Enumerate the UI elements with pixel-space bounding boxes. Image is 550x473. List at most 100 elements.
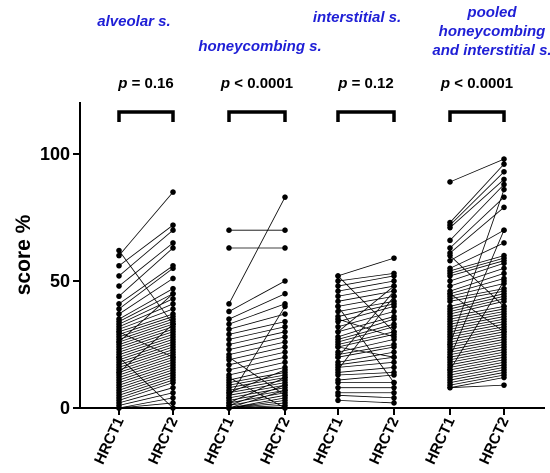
pair-line	[228, 394, 286, 406]
pair-line	[337, 374, 395, 381]
data-point-hrct1	[116, 329, 122, 335]
data-point-hrct2	[501, 303, 507, 310]
pair-line	[118, 267, 174, 310]
pair-line	[449, 283, 505, 297]
data-point-hrct1	[335, 288, 341, 294]
data-point-hrct1	[226, 354, 232, 361]
data-point-hrct1	[447, 354, 453, 361]
data-point-hrct1	[335, 344, 341, 350]
pair-line	[228, 356, 286, 371]
pair-line	[118, 316, 174, 335]
pair-line	[449, 333, 505, 345]
pair-line	[449, 344, 505, 356]
y-tick-label: 100	[40, 144, 70, 164]
data-point-hrct1	[335, 278, 341, 284]
pair-line	[118, 387, 174, 404]
pair-line	[449, 346, 505, 358]
pair-line	[118, 344, 174, 363]
data-point-hrct1	[447, 252, 453, 259]
data-point-hrct2	[501, 227, 507, 233]
pair-line	[118, 313, 174, 333]
x-tick-label: HRCT2	[366, 415, 403, 468]
pair-line	[118, 323, 174, 373]
data-point-hrct1	[335, 298, 341, 305]
pair-line	[228, 361, 286, 376]
x-tick-label: HRCT1	[201, 415, 238, 468]
data-point-hrct2	[391, 384, 397, 391]
pair-line	[449, 267, 505, 287]
pair-line	[337, 295, 395, 307]
pair-line	[337, 394, 395, 399]
data-point-hrct2	[391, 293, 397, 300]
pair-line	[228, 293, 286, 320]
data-point-hrct1	[335, 392, 341, 399]
data-point-hrct2	[391, 359, 397, 366]
pair-line	[118, 374, 174, 394]
pair-line	[118, 191, 174, 256]
data-point-hrct2	[501, 260, 507, 267]
pair-line	[449, 313, 505, 325]
pair-line	[118, 278, 174, 315]
data-point-hrct2	[282, 318, 288, 325]
data-point-hrct2	[391, 278, 397, 284]
data-point-hrct2	[282, 303, 288, 310]
pair-line	[449, 311, 505, 323]
pair-line	[118, 382, 174, 401]
pair-line	[337, 290, 395, 302]
pair-line	[449, 372, 505, 383]
data-point-hrct2	[282, 354, 288, 361]
pair-line	[228, 377, 286, 404]
pair-line	[449, 189, 505, 345]
x-tick-label: HRCT1	[91, 415, 128, 468]
data-point-hrct1	[226, 389, 232, 396]
pair-line	[449, 359, 505, 371]
data-point-hrct1	[226, 367, 232, 373]
data-point-hrct2	[282, 349, 288, 355]
data-point-hrct2	[391, 303, 397, 310]
y-axis-label: score %	[12, 214, 35, 295]
pair-line	[337, 303, 395, 317]
data-point-hrct2	[282, 387, 288, 394]
data-point-hrct1	[447, 257, 453, 264]
data-point-hrct2	[391, 400, 397, 406]
data-point-hrct2	[282, 311, 288, 317]
pair-line	[449, 377, 505, 389]
pair-line	[449, 278, 505, 295]
pair-line	[118, 392, 174, 406]
data-point-hrct2	[501, 374, 507, 381]
pair-line	[118, 359, 174, 378]
pair-line	[449, 229, 505, 262]
pair-line	[228, 326, 286, 340]
pair-line	[449, 255, 505, 272]
pair-line	[228, 303, 286, 325]
pair-line	[449, 255, 505, 307]
pair-line	[337, 326, 395, 343]
pair-line	[118, 293, 174, 343]
pair-line	[449, 262, 505, 282]
pair-line	[118, 331, 174, 358]
pair-line	[449, 349, 505, 361]
pair-line	[228, 389, 286, 409]
data-point-hrct2	[170, 295, 176, 302]
pair-line	[449, 298, 505, 312]
data-point-hrct2	[170, 405, 176, 411]
data-point-hrct2	[170, 227, 176, 233]
data-point-hrct2	[170, 395, 176, 401]
pair-line	[337, 399, 395, 404]
pair-line	[118, 247, 174, 297]
data-point-hrct2	[501, 156, 507, 162]
pair-line	[337, 344, 395, 356]
data-point-hrct2	[170, 384, 176, 391]
pair-line	[449, 230, 505, 358]
data-point-hrct1	[335, 379, 341, 386]
pair-line	[449, 331, 505, 343]
data-point-hrct2	[282, 245, 288, 251]
pair-line	[449, 341, 505, 353]
pair-line	[449, 318, 505, 330]
data-point-hrct2	[282, 344, 288, 350]
group-title: honeycombing s.	[198, 38, 321, 55]
pair-line	[449, 295, 505, 310]
data-point-hrct2	[391, 395, 397, 401]
pair-line	[118, 341, 174, 361]
pair-line	[449, 339, 505, 350]
